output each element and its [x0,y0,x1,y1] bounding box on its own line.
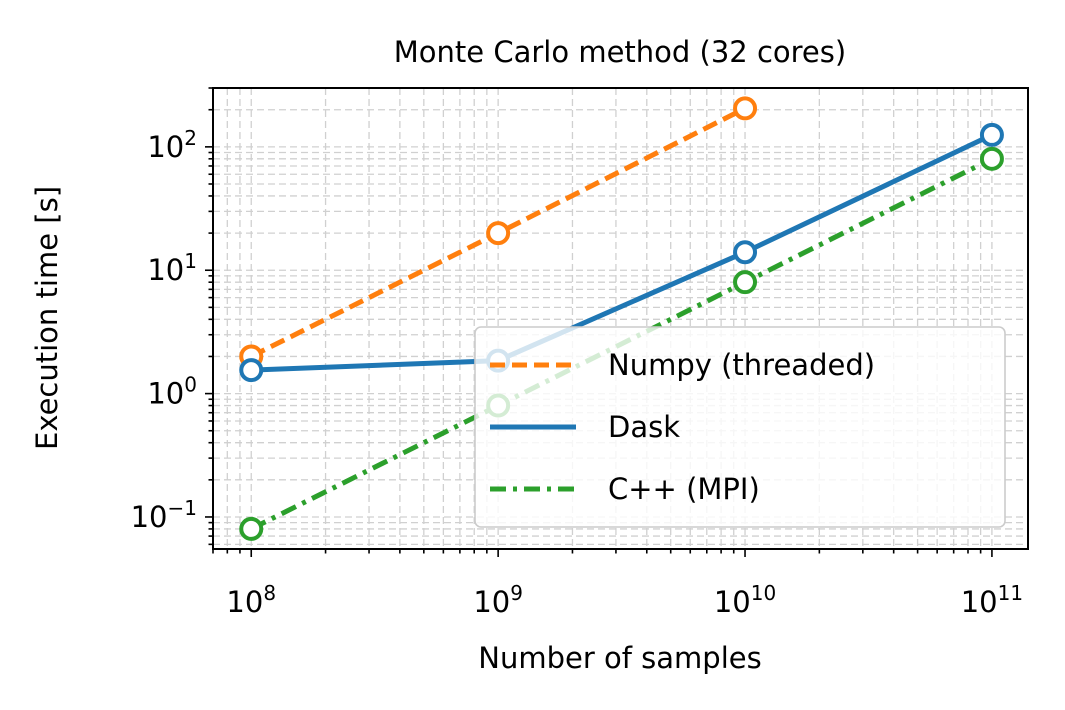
data-point-dask [979,122,1004,147]
axis-ticks: 108 109 1010 1011 10−1 100 101 102 [131,87,1023,619]
legend-label: Numpy (threaded) [608,348,875,382]
data-point-dask [733,240,758,265]
series-line-dask [251,132,993,373]
legend-label: C++ (MPI) [608,472,760,506]
y-tick-label: 100 [147,373,197,411]
x-tick-label: 1011 [961,581,1023,619]
x-tick-label: 1010 [714,581,776,619]
y-tick-label: 10−1 [131,496,197,534]
y-tick-label: 102 [147,126,197,164]
x-axis-label: Number of samples [478,641,761,675]
data-point-c-mpi [979,146,1004,171]
data-point-numpy-threaded [486,221,511,246]
chart-title: Monte Carlo method (32 cores) [394,35,846,69]
y-axis-label: Execution time [s] [30,186,64,450]
y-tick-label: 101 [147,249,197,287]
data-point-c-mpi [733,270,758,295]
data-point-c-mpi [239,516,264,541]
data-point-numpy-threaded [733,96,758,121]
plot-frame [212,87,1029,550]
legend: Numpy (threaded) Dask C++ (MPI) [474,326,1006,528]
legend-box [474,326,1006,528]
x-tick-label: 109 [473,581,523,619]
x-tick-label: 108 [226,581,276,619]
data-point-dask [239,358,264,383]
legend-label: Dask [608,410,680,444]
